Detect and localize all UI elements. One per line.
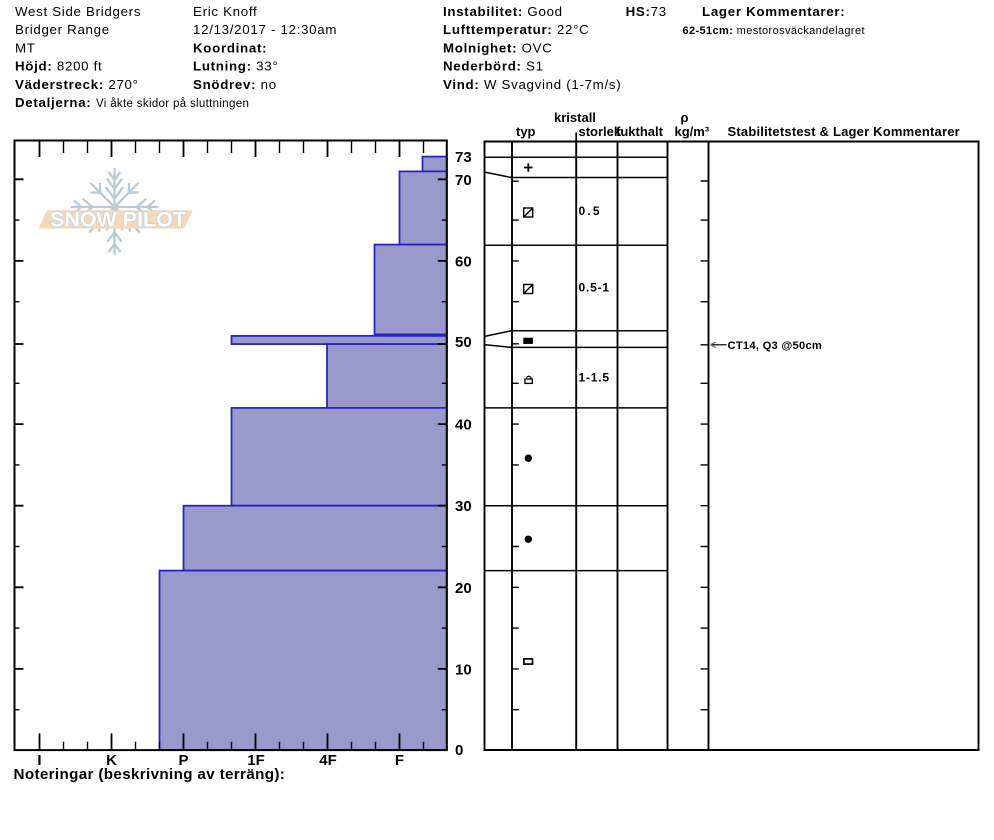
svg-text:K: K xyxy=(106,752,117,769)
svg-text:storlek: storlek xyxy=(579,124,622,139)
svg-text:Lager Kommentarer:: Lager Kommentarer: xyxy=(702,4,845,19)
svg-text:1F: 1F xyxy=(247,752,265,769)
svg-text:West Side Bridgers: West Side Bridgers xyxy=(15,4,141,19)
svg-text:73: 73 xyxy=(455,149,472,166)
svg-text:10: 10 xyxy=(455,661,472,678)
svg-text:kg/m³: kg/m³ xyxy=(675,124,710,139)
svg-text:Stabilitetstest & Lager Kommen: Stabilitetstest & Lager Kommentarer xyxy=(728,124,960,139)
svg-text:Eric Knoff: Eric Knoff xyxy=(193,4,257,19)
svg-text:SNOW PILOT: SNOW PILOT xyxy=(50,209,186,232)
svg-text:0.5-1: 0.5-1 xyxy=(579,281,610,295)
svg-text:Molnighet: OVC: Molnighet: OVC xyxy=(443,40,553,55)
svg-text:I: I xyxy=(37,752,41,769)
svg-text:Nederbörd: S1: Nederbörd: S1 xyxy=(443,59,544,74)
svg-text:kristall: kristall xyxy=(554,110,596,125)
svg-text:1-1.5: 1-1.5 xyxy=(579,371,610,385)
svg-text:Lufttemperatur: 22°C: Lufttemperatur: 22°C xyxy=(443,22,589,37)
svg-text:Lutning: 33°: Lutning: 33° xyxy=(193,59,278,74)
svg-text:60: 60 xyxy=(455,253,472,270)
svg-text:Väderstreck: 270°: Väderstreck: 270° xyxy=(15,77,139,92)
svg-text:P: P xyxy=(178,752,188,769)
svg-text:62-51cm: mestorosväckandelagre: 62-51cm: mestorosväckandelagret xyxy=(683,25,865,37)
svg-text:CT14, Q3 @50cm: CT14, Q3 @50cm xyxy=(728,340,823,352)
svg-text:12/13/2017 - 12:30am: 12/13/2017 - 12:30am xyxy=(193,22,337,37)
svg-text:ρ: ρ xyxy=(681,110,689,125)
svg-text:Noteringar (beskrivning av ter: Noteringar (beskrivning av terräng): xyxy=(14,766,286,783)
svg-text:Bridger Range: Bridger Range xyxy=(15,22,110,37)
svg-text:70: 70 xyxy=(455,172,472,189)
svg-text:30: 30 xyxy=(455,498,472,515)
svg-text:0.5: 0.5 xyxy=(579,204,602,218)
svg-text:Snödrev: no: Snödrev: no xyxy=(193,77,277,92)
svg-text:Koordinat:: Koordinat: xyxy=(193,40,267,55)
svg-text:MT: MT xyxy=(15,40,36,55)
svg-text:fukthalt: fukthalt xyxy=(616,124,664,139)
svg-text:Höjd: 8200 ft: Höjd: 8200 ft xyxy=(15,59,102,74)
svg-text:50: 50 xyxy=(455,334,472,351)
svg-text:40: 40 xyxy=(455,417,472,434)
svg-text:Instabilitet: Good: Instabilitet: Good xyxy=(443,4,563,19)
svg-text:Vi åkte skidor på sluttningen: Vi åkte skidor på sluttningen xyxy=(96,98,249,110)
svg-text:F: F xyxy=(395,752,404,769)
svg-text:4F: 4F xyxy=(319,752,337,769)
svg-text:HS:73: HS:73 xyxy=(626,4,667,19)
svg-text:typ: typ xyxy=(516,124,536,139)
svg-text:Detaljerna:: Detaljerna: xyxy=(15,95,91,110)
svg-text:Vind: W Svagvind (1-7m/s): Vind: W Svagvind (1-7m/s) xyxy=(443,77,621,92)
svg-text:0: 0 xyxy=(455,742,463,759)
svg-text:20: 20 xyxy=(455,580,472,597)
